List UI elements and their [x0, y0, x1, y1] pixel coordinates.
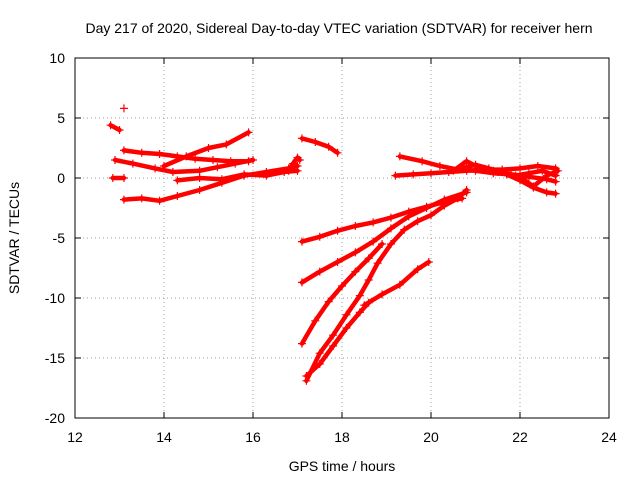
y-tick-label: -15	[45, 350, 65, 366]
series-14	[302, 298, 373, 380]
y-tick-label: 5	[57, 110, 65, 126]
data-point-markers	[297, 134, 342, 157]
x-tick-label: 18	[334, 429, 350, 445]
series-11	[297, 188, 471, 287]
data-point-markers	[111, 156, 257, 176]
series-track	[299, 190, 469, 285]
x-tick-label: 24	[601, 429, 617, 445]
data-point-markers	[119, 104, 128, 113]
x-tick-label: 20	[423, 429, 439, 445]
series-8	[284, 153, 304, 175]
data-point-markers	[108, 174, 128, 182]
series-2	[108, 174, 128, 182]
series-0	[106, 121, 124, 134]
series-track	[286, 155, 302, 174]
data-series	[106, 104, 562, 385]
data-point-markers	[284, 153, 304, 175]
series-track	[121, 163, 300, 204]
y-tick-label: 10	[49, 50, 65, 66]
series-9	[297, 134, 342, 157]
x-tick-label: 22	[512, 429, 528, 445]
series-7	[173, 166, 302, 185]
series-track	[299, 136, 340, 156]
data-point-markers	[360, 258, 433, 310]
y-tick-label: 0	[57, 170, 65, 186]
series-15	[360, 258, 433, 310]
series-track	[108, 122, 122, 133]
x-tick-label: 12	[67, 429, 83, 445]
series-12	[297, 240, 387, 348]
grid-lines	[75, 58, 609, 418]
data-point-markers	[173, 166, 302, 185]
axis-ticks: 12 14 16 18 20 22 24 -20 -15 -10 -5 0 5 10	[45, 50, 617, 445]
series-20	[471, 165, 562, 191]
y-tick-label: -5	[53, 230, 66, 246]
chart-title: Day 217 of 2020, Sidereal Day-to-day VTE…	[85, 20, 592, 36]
x-axis-label: GPS time / hours	[289, 458, 396, 474]
data-point-markers	[160, 128, 253, 170]
data-point-markers	[297, 240, 387, 348]
x-tick-label: 16	[245, 429, 261, 445]
series-1	[119, 104, 128, 113]
series-3	[111, 156, 257, 176]
y-axis-label: SDTVAR / TECUs	[6, 182, 22, 294]
data-point-markers	[302, 186, 471, 385]
y-tick-label: -10	[45, 290, 65, 306]
data-point-markers	[297, 188, 471, 287]
series-13	[302, 186, 471, 385]
data-point-markers	[106, 121, 124, 134]
series-track	[304, 300, 371, 379]
y-tick-label: -20	[45, 410, 65, 426]
data-point-markers	[471, 165, 562, 191]
x-tick-label: 14	[156, 429, 172, 445]
data-point-markers	[119, 146, 253, 166]
series-5	[160, 128, 253, 170]
series-track	[304, 187, 469, 384]
